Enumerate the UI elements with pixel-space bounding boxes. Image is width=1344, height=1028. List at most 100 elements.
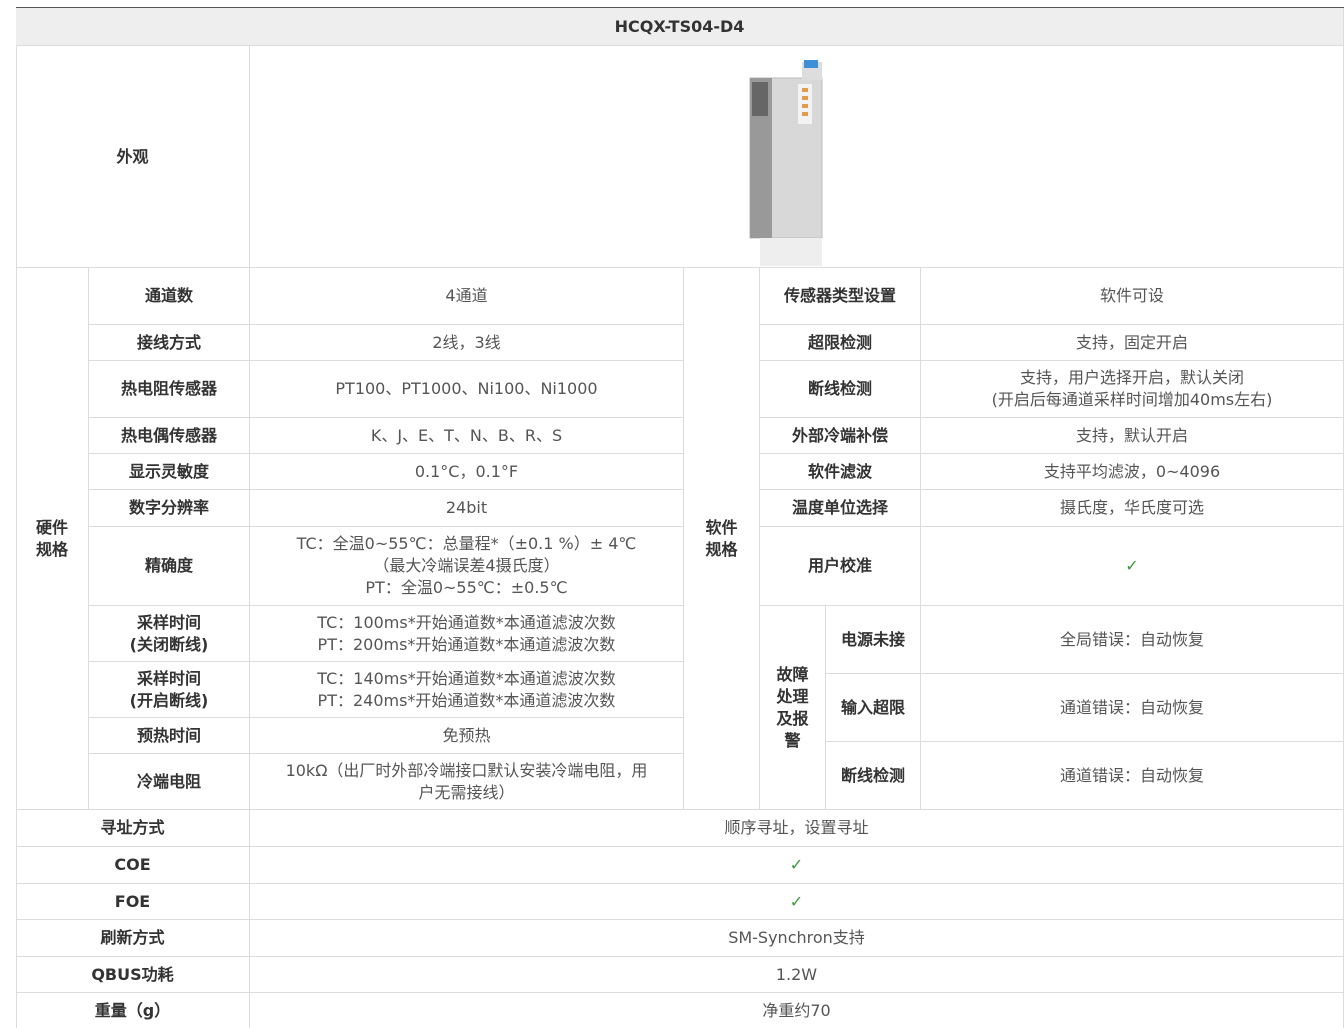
cell-text: (开启断线): [129, 690, 209, 710]
value-cell: TC：140ms*开始通道数*本通道滤波次数 PT：240ms*开始通道数*本通道…: [250, 662, 684, 718]
label-cell: 软件滤波: [760, 454, 921, 490]
cell-text: 0.1°C，0.1°F: [414, 461, 519, 481]
cell-text: 数字分辨率: [128, 498, 209, 517]
cell-text: 精确度: [144, 556, 193, 575]
cell-text: 刷新方式: [100, 928, 165, 947]
value-cell: 0.1°C，0.1°F: [250, 454, 684, 490]
value-cell: 24bit: [250, 490, 684, 527]
cell-text: 1.2W: [775, 964, 818, 984]
value-cell: 净重约70: [250, 993, 1344, 1028]
cell-text: (关闭断线): [129, 634, 209, 654]
label-cell: 超限检测: [760, 325, 921, 361]
cell-text: 接线方式: [136, 332, 201, 352]
cell-text: 硬件规格: [35, 517, 68, 559]
cell-text: 支持，固定开启: [1075, 332, 1188, 352]
label-cell: 重量（g）: [16, 993, 250, 1028]
cell-text: 支持平均滤波，0~4096: [1043, 461, 1221, 481]
value-cell: 软件可设: [921, 268, 1344, 325]
cell-text: 顺序寻址，设置寻址: [724, 818, 869, 837]
label-cell: QBUS功耗: [16, 957, 250, 993]
cell-text: 超限检测: [807, 332, 872, 352]
label-cell: 冷端电阻: [89, 754, 250, 810]
label-cell: 预热时间: [89, 718, 250, 754]
label-cell: COE: [16, 847, 250, 884]
cell-text: 输入超限: [840, 697, 905, 717]
value-cell: 免预热: [250, 718, 684, 754]
cell-text: 4通道: [445, 286, 488, 305]
cell-text: 支持，默认开启: [1075, 425, 1188, 445]
cell-text: ✓: [1125, 556, 1139, 575]
cell-text: 通道错误：自动恢复: [1059, 765, 1204, 785]
value-cell: 支持平均滤波，0~4096: [921, 454, 1344, 490]
cell-text: 故障处理及报警: [776, 664, 809, 750]
label-cell: 外观: [16, 46, 250, 268]
label-cell: 精确度: [89, 527, 250, 606]
label-cell: 输入超限: [826, 674, 921, 742]
label-cell: 刷新方式: [16, 920, 250, 957]
value-cell: TC：全温0~55℃：总量程*（±0.1 %）± 4℃ （最大冷端误差4摄氏度） P…: [250, 527, 684, 606]
cell-text: PT：200ms*开始通道数*本通道滤波次数: [317, 634, 616, 654]
cell-text: TC：100ms*开始通道数*本通道滤波次数: [317, 612, 616, 632]
cell-text: 软件滤波: [807, 461, 872, 481]
left-rule: [16, 8, 17, 1028]
cell-text: 传感器类型设置: [783, 286, 896, 305]
cell-text: 外观: [116, 146, 149, 166]
value-cell: PT100、PT1000、Ni100、Ni1000: [250, 361, 684, 418]
cell-text: （最大冷端误差4摄氏度）: [373, 556, 560, 575]
value-cell: 全局错误：自动恢复: [921, 606, 1344, 674]
cell-text: TC：全温0~55℃：总量程*（±0.1 %）± 4℃: [296, 534, 637, 553]
label-cell: 采样时间 (开启断线): [89, 662, 250, 718]
label-cell: 通道数: [89, 268, 250, 325]
value-cell: 顺序寻址，设置寻址: [250, 810, 1344, 847]
cell-text: 显示灵敏度: [128, 461, 209, 481]
cell-text: 重量（g）: [94, 1000, 171, 1020]
cell-text: SM-Synchron支持: [728, 928, 865, 947]
cell-text: 净重约70: [762, 1000, 831, 1020]
label-cell: 接线方式: [89, 325, 250, 361]
cell-text: (开启后每通道采样时间增加40ms左右): [991, 390, 1273, 409]
value-cell: 4通道: [250, 268, 684, 325]
cell-text: QBUS功耗: [91, 964, 174, 984]
cell-text: 通道数: [144, 286, 193, 305]
label-cell: 断线检测: [826, 742, 921, 810]
cell-text: 用户校准: [807, 556, 872, 575]
value-cell: SM-Synchron支持: [250, 920, 1344, 957]
label-cell: 断线检测: [760, 361, 921, 418]
cell-text: 冷端电阻: [136, 771, 201, 791]
product-image: [749, 60, 823, 266]
value-cell: 支持，固定开启: [921, 325, 1344, 361]
cell-text: 热电阻传感器: [120, 379, 217, 398]
cell-text: K、J、E、T、N、B、R、S: [370, 425, 563, 445]
cell-text: ✓: [789, 855, 804, 874]
label-cell: 热电阻传感器: [89, 361, 250, 418]
cell-text: 2线，3线: [432, 332, 501, 352]
cell-text: 寻址方式: [100, 818, 165, 837]
label-cell: 热电偶传感器: [89, 418, 250, 454]
cell-text: 24bit: [445, 498, 488, 517]
cell-text: 支持，用户选择开启，默认关闭: [1019, 368, 1244, 387]
cell-text: 采样时间: [136, 668, 201, 688]
cell-text: PT100、PT1000、Ni100、Ni1000: [335, 379, 598, 398]
cell-text: 通道错误：自动恢复: [1059, 697, 1204, 717]
cell-text: 户无需接线）: [418, 782, 515, 802]
label-cell: 用户校准: [760, 527, 921, 606]
cell-text: HCQX-TS04-D4: [614, 16, 745, 36]
cell-text: PT：全温0~55℃：±0.5℃: [365, 578, 568, 597]
cell-text: 软件可设: [1099, 286, 1164, 305]
cell-text: 电源未接: [840, 629, 905, 649]
group-label: 故障处理及报警: [760, 606, 826, 810]
value-cell: 摄氏度，华氏度可选: [921, 490, 1344, 527]
cell-text: PT：240ms*开始通道数*本通道滤波次数: [317, 690, 616, 710]
value-cell: 1.2W: [250, 957, 1344, 993]
group-label: 软件规格: [684, 268, 760, 810]
value-cell: 2线，3线: [250, 325, 684, 361]
label-cell: 温度单位选择: [760, 490, 921, 527]
value-cell: ✓: [250, 884, 1344, 920]
cell-text: 热电偶传感器: [120, 425, 217, 445]
group-label: 硬件规格: [16, 268, 89, 810]
value-cell: 支持，默认开启: [921, 418, 1344, 454]
cell-text: 断线检测: [807, 379, 872, 398]
value-cell: ✓: [921, 527, 1344, 606]
value-cell: ✓: [250, 847, 1344, 884]
